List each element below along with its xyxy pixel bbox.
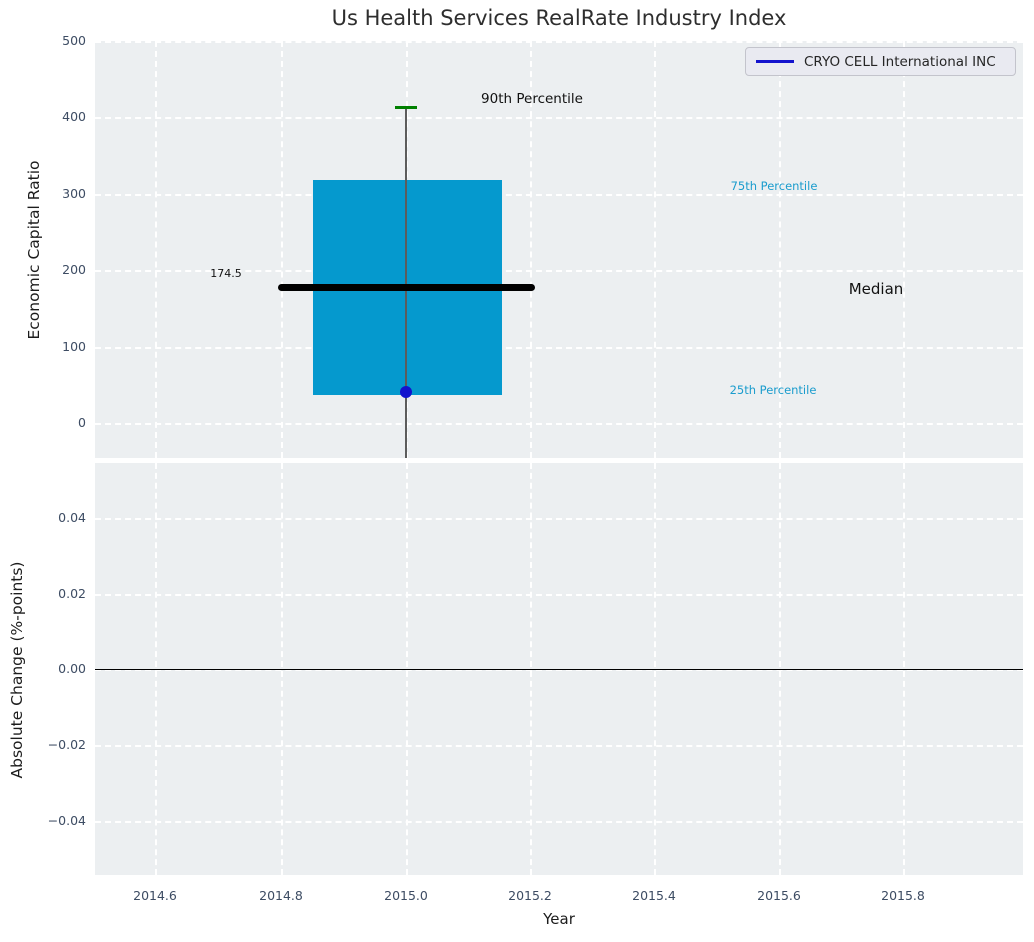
gridline bbox=[281, 41, 283, 458]
xtick-2015.0: 2015.0 bbox=[384, 888, 428, 903]
gridline bbox=[95, 41, 1023, 43]
gridline bbox=[903, 41, 905, 458]
gridline bbox=[95, 117, 1023, 119]
bottom-subplot bbox=[95, 463, 1023, 875]
ytick-0.04: 0.04 bbox=[58, 510, 86, 525]
ytick-0: 0 bbox=[78, 415, 86, 430]
top-y-axis-label: Economic Capital Ratio bbox=[25, 160, 43, 340]
gridline bbox=[779, 41, 781, 458]
annotation-25th-percentile: 25th Percentile bbox=[729, 383, 817, 397]
xtick-2014.8: 2014.8 bbox=[259, 888, 303, 903]
xtick-2014.6: 2014.6 bbox=[133, 888, 177, 903]
bottom-y-axis-label: Absolute Change (%-points) bbox=[8, 561, 26, 779]
gridline bbox=[530, 41, 532, 458]
ytick-0.02: 0.02 bbox=[58, 586, 86, 601]
annotation-median-value: 174.5 bbox=[210, 267, 242, 280]
ytick-200: 200 bbox=[62, 262, 86, 277]
p90-whisker-cap bbox=[395, 106, 417, 109]
legend-label: CRYO CELL International INC bbox=[804, 53, 996, 70]
ytick-0.00: 0.00 bbox=[58, 661, 86, 676]
gridline bbox=[95, 745, 1023, 747]
gridline bbox=[95, 669, 1023, 671]
zero-reference-line bbox=[95, 668, 1023, 670]
chart-title: Us Health Services RealRate Industry Ind… bbox=[331, 6, 787, 30]
x-axis-label: Year bbox=[543, 910, 575, 928]
median-line bbox=[278, 284, 535, 291]
gridline bbox=[95, 423, 1023, 425]
annotation-median: Median bbox=[848, 280, 904, 298]
legend: CRYO CELL International INC bbox=[745, 47, 1016, 76]
gridline bbox=[95, 518, 1023, 520]
legend-line-swatch bbox=[756, 60, 794, 63]
company-data-point bbox=[400, 386, 412, 398]
annotation-90th-percentile: 90th Percentile bbox=[481, 91, 583, 107]
ytick-300: 300 bbox=[62, 186, 86, 201]
gridline bbox=[95, 821, 1023, 823]
ytick-100: 100 bbox=[62, 339, 86, 354]
gridline bbox=[95, 347, 1023, 349]
ytick-500: 500 bbox=[62, 33, 86, 48]
ytick-neg0.02: −0.02 bbox=[47, 737, 86, 752]
gridline bbox=[654, 41, 656, 458]
ytick-neg0.04: −0.04 bbox=[47, 813, 86, 828]
ytick-400: 400 bbox=[62, 109, 86, 124]
xtick-2015.8: 2015.8 bbox=[881, 888, 925, 903]
xtick-2015.4: 2015.4 bbox=[632, 888, 676, 903]
whisker-line bbox=[405, 108, 407, 458]
gridline bbox=[95, 194, 1023, 196]
gridline bbox=[155, 41, 157, 458]
xtick-2015.2: 2015.2 bbox=[508, 888, 552, 903]
gridline bbox=[95, 594, 1023, 596]
xtick-2015.6: 2015.6 bbox=[757, 888, 801, 903]
annotation-75th-percentile: 75th Percentile bbox=[730, 179, 818, 193]
gridline bbox=[95, 270, 1023, 272]
top-subplot bbox=[95, 41, 1023, 458]
